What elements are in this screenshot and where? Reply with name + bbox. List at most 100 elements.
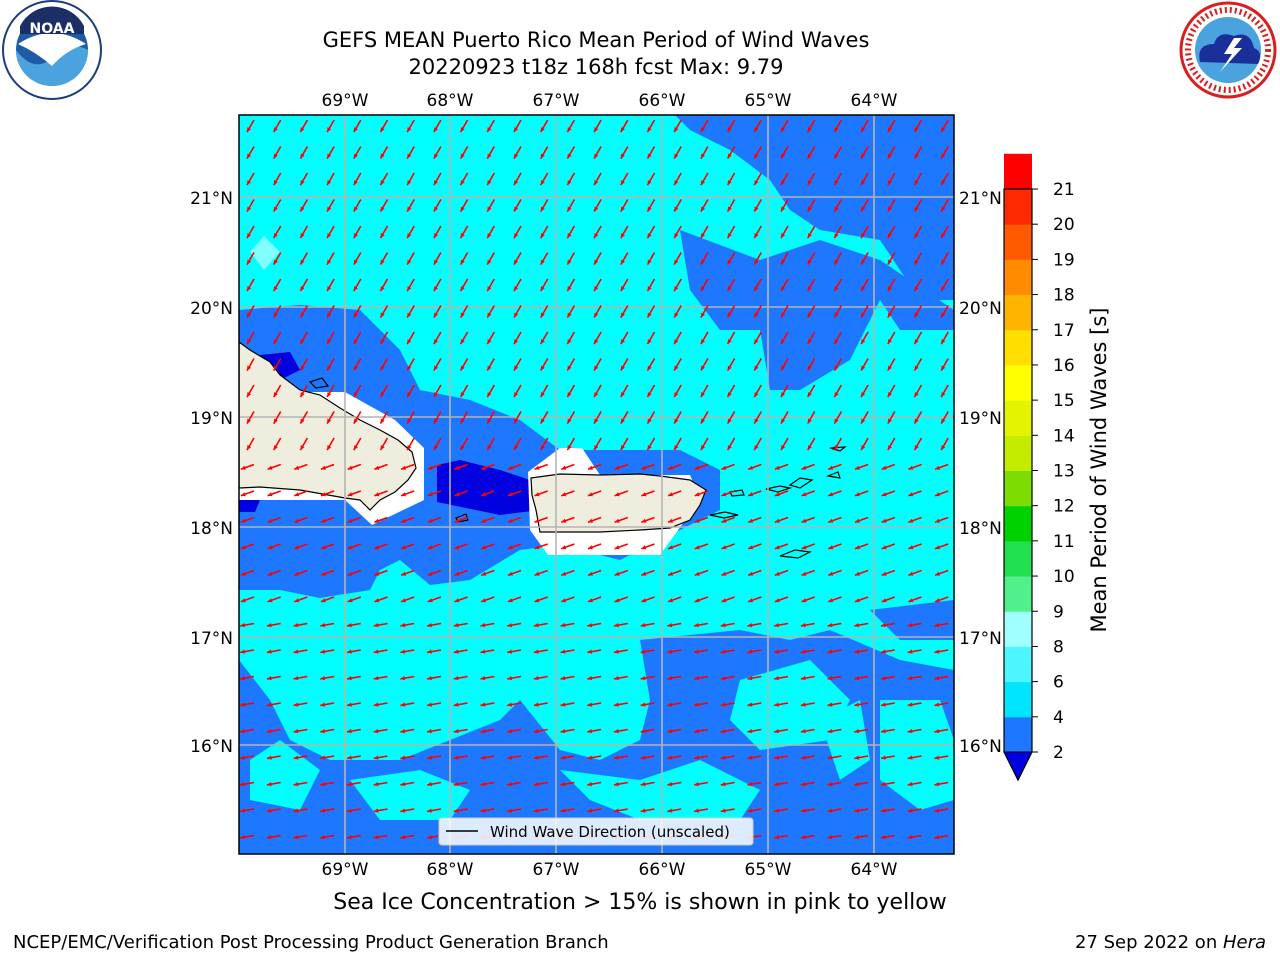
- wave-direction-arrow: [774, 543, 789, 550]
- wave-direction-arrow: [379, 278, 389, 292]
- wave-direction-arrow: [566, 305, 576, 319]
- wave-direction-arrow: [827, 781, 842, 787]
- wave-direction-arrow: [753, 119, 762, 133]
- wave-direction-arrow: [726, 305, 736, 319]
- wave-direction-arrow: [507, 622, 522, 628]
- wave-direction-arrow: [854, 728, 869, 734]
- wave-direction-arrow: [373, 728, 388, 734]
- wave-direction-arrow: [240, 569, 255, 577]
- wave-direction-arrow: [807, 331, 816, 345]
- wave-direction-arrow: [353, 411, 362, 425]
- wave-direction-arrow: [240, 622, 255, 628]
- wave-direction-arrow: [379, 384, 389, 398]
- wave-direction-arrow: [480, 649, 495, 654]
- wave-direction-arrow: [507, 755, 522, 760]
- wave-direction-arrow: [907, 702, 922, 707]
- wave-direction-arrow: [860, 146, 869, 160]
- wave-direction-arrow: [587, 755, 602, 760]
- wave-direction-arrow: [346, 781, 361, 787]
- lat-label-right: 16°N: [959, 737, 1002, 757]
- wave-direction-arrow: [346, 675, 361, 681]
- wave-direction-arrow: [800, 622, 815, 628]
- wave-direction-arrow: [433, 172, 442, 186]
- wave-direction-arrow: [593, 225, 602, 239]
- wave-direction-arrow: [667, 755, 682, 760]
- wave-direction-arrow: [426, 702, 442, 707]
- wave-direction-arrow: [560, 490, 575, 497]
- wave-direction-arrow: [747, 516, 762, 524]
- colorbar-segment: [1004, 400, 1032, 436]
- wave-direction-arrow: [379, 225, 389, 239]
- wave-direction-arrow: [373, 755, 388, 760]
- colorbar-tick-label: 13: [1053, 462, 1075, 482]
- wave-direction-arrow: [774, 675, 789, 681]
- wave-direction-arrow: [801, 516, 815, 524]
- wave-direction-arrow: [513, 172, 522, 186]
- wave-direction-arrow: [534, 543, 548, 550]
- wave-direction-arrow: [560, 649, 575, 654]
- wave-direction-arrow: [854, 490, 869, 497]
- wave-direction-arrow: [854, 649, 869, 654]
- wave-direction-arrow: [246, 225, 255, 239]
- wave-direction-arrow: [459, 278, 469, 292]
- wave-direction-arrow: [400, 702, 415, 707]
- colorbar-tick-label: 12: [1053, 497, 1075, 517]
- wave-direction-arrow: [507, 490, 522, 497]
- wave-direction-arrow: [880, 622, 895, 628]
- footer-credit: NCEP/EMC/Verification Post Processing Pr…: [13, 932, 609, 953]
- wave-direction-arrow: [667, 490, 682, 497]
- wave-direction-arrow: [293, 702, 308, 707]
- wave-direction-arrow: [646, 278, 656, 292]
- wave-direction-arrow: [246, 199, 255, 213]
- wave-direction-arrow: [299, 305, 309, 319]
- wave-direction-arrow: [908, 569, 922, 577]
- wave-direction-arrow: [908, 543, 922, 550]
- wave-direction-arrow: [374, 569, 388, 577]
- colorbar-segment: [1004, 646, 1032, 683]
- wave-direction-arrow: [246, 331, 255, 345]
- colorbar-segment: [1004, 224, 1032, 260]
- wave-direction-arrow: [673, 411, 682, 425]
- chart-title: GEFS MEAN Puerto Rico Mean Period of Win…: [322, 28, 870, 52]
- wave-direction-arrow: [913, 437, 923, 451]
- wave-direction-arrow: [540, 278, 549, 292]
- wave-direction-arrow: [427, 596, 442, 603]
- colorbar-segment: [1004, 540, 1032, 577]
- wave-direction-arrow: [480, 755, 495, 760]
- wave-direction-arrow: [507, 516, 522, 524]
- wave-direction-arrow: [907, 728, 922, 734]
- footer-date-text: 27 Sep 2022 on: [1075, 932, 1223, 953]
- lat-label-right: 21°N: [959, 189, 1002, 209]
- wave-direction-arrow: [433, 384, 442, 398]
- wave-direction-arrow: [326, 358, 335, 372]
- wave-direction-arrow: [540, 146, 549, 160]
- wave-direction-arrow: [266, 834, 281, 840]
- wave-direction-arrow: [587, 622, 602, 628]
- wave-direction-arrow: [908, 596, 922, 603]
- wave-direction-arrow: [346, 808, 361, 813]
- wave-direction-arrow: [807, 199, 816, 213]
- colorbar-tick-label: 2: [1053, 743, 1064, 763]
- wave-direction-arrow: [880, 781, 895, 787]
- ocean-field-6-8s: [250, 236, 280, 270]
- wave-direction-arrow: [700, 252, 709, 266]
- wave-direction-arrow: [673, 119, 682, 133]
- wave-direction-arrow: [726, 358, 736, 372]
- wave-direction-arrow: [887, 358, 896, 372]
- wave-direction-arrow: [693, 622, 709, 628]
- wave-direction-arrow: [540, 252, 549, 266]
- wave-direction-arrow: [667, 649, 682, 654]
- wave-direction-arrow: [433, 225, 442, 239]
- wave-direction-arrow: [320, 755, 335, 760]
- wave-direction-arrow: [694, 569, 709, 577]
- wave-direction-arrow: [620, 384, 629, 398]
- wave-direction-arrow: [613, 675, 628, 681]
- wave-direction-arrow: [273, 411, 282, 425]
- wave-direction-arrow: [673, 225, 682, 239]
- wave-direction-arrow: [807, 411, 816, 425]
- wave-direction-arrow: [373, 649, 388, 654]
- wave-direction-arrow: [347, 569, 362, 577]
- wave-direction-arrow: [433, 146, 442, 160]
- wave-direction-arrow: [720, 649, 735, 654]
- wave-direction-arrow: [721, 569, 735, 577]
